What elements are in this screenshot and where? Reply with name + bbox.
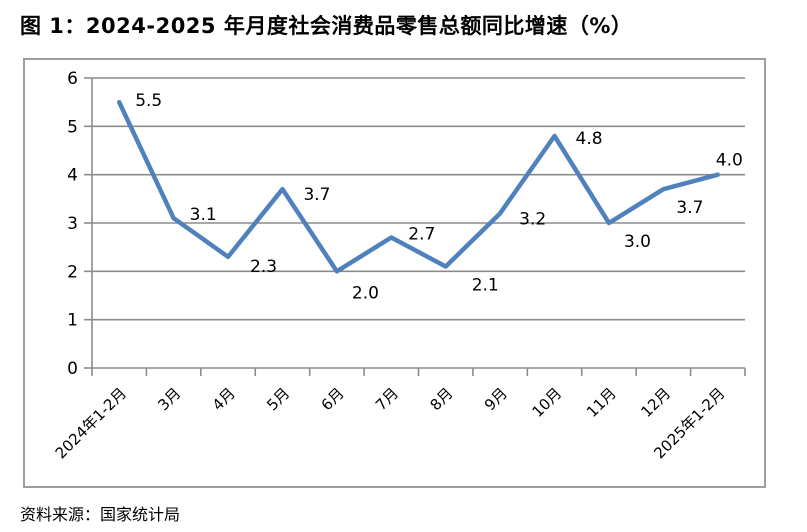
data-label: 3.7: [676, 198, 703, 218]
data-label: 3.0: [624, 232, 651, 252]
x-tick-label: 12月: [637, 384, 674, 421]
data-label: 3.7: [303, 185, 330, 205]
y-tick-label: 1: [67, 311, 78, 331]
data-label: 4.0: [716, 151, 743, 171]
x-tick-label: 11月: [583, 384, 620, 421]
chart-frame: 0 1 2 3 4 5 6 2024年1-2月 3月 4月 5月 6月 7月 8月 9月 10月 11月 12月 2…: [23, 58, 766, 488]
x-tick-label: 2024年1-2月: [52, 384, 130, 462]
data-label: 2.1: [472, 276, 499, 296]
y-tick-label: 5: [67, 117, 78, 137]
data-label: 5.5: [135, 91, 162, 111]
source-note: 资料来源：国家统计局: [20, 505, 181, 524]
chart-title: 图 1：2024-2025 年月度社会消费品零售总额同比增速（%）: [20, 14, 633, 38]
data-label: 3.2: [519, 209, 546, 229]
x-tick-label: 5月: [263, 384, 293, 414]
data-label: 4.8: [576, 129, 603, 149]
y-tick-label: 6: [67, 69, 78, 89]
line-chart: 0 1 2 3 4 5 6 2024年1-2月 3月 4月 5月 6月 7月 8月 9月 10月 11月 12月 2…: [52, 69, 746, 462]
x-tick-label: 9月: [481, 384, 511, 414]
x-tick-label: 8月: [426, 384, 456, 414]
data-label: 3.1: [190, 205, 217, 225]
series-line: [116, 99, 721, 274]
data-label: 2.0: [352, 283, 379, 303]
x-tick-label: 7月: [372, 384, 402, 414]
data-label: 2.7: [408, 225, 435, 245]
y-tick-label: 0: [67, 359, 78, 379]
y-tick-label: 2: [67, 262, 78, 282]
x-tick-label: 4月: [209, 384, 239, 414]
data-label: 2.3: [250, 257, 277, 277]
y-tick-label: 4: [67, 166, 78, 186]
x-tick-label: 3月: [154, 384, 184, 414]
y-tick-label: 3: [67, 214, 78, 234]
x-tick-label: 10月: [529, 384, 566, 421]
x-tick-label: 6月: [318, 384, 348, 414]
